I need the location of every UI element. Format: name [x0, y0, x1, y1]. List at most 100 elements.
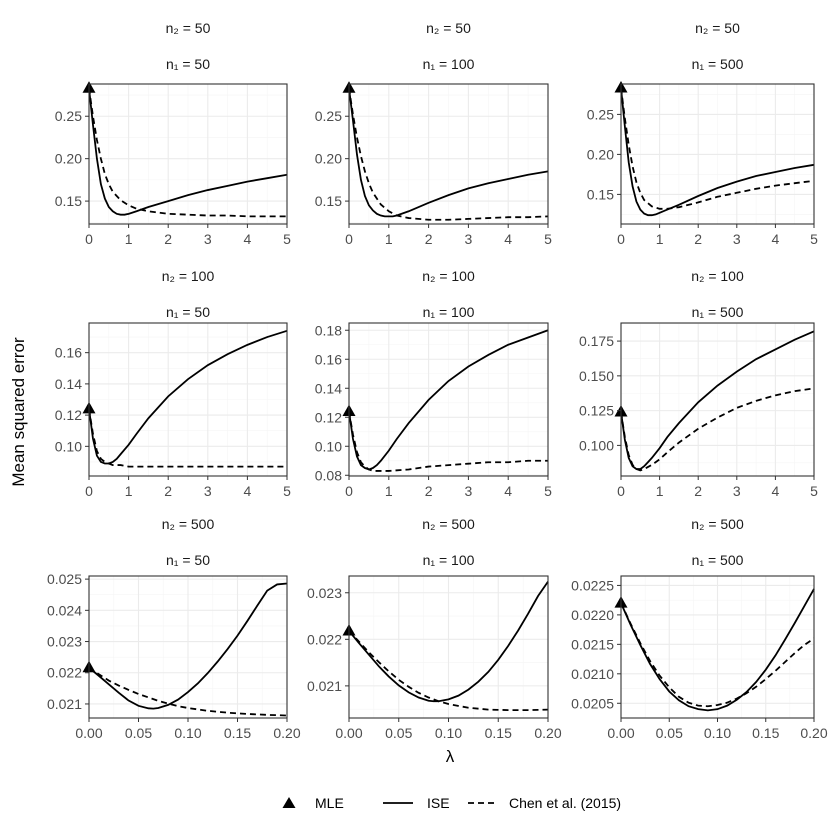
panel-5: n₂ = 100 n₁ = 100 0 1 2 3 4 5 0.08 0.10 0.12 0.14 0.… — [315, 268, 552, 499]
panel-6-x-tick-label: 4 — [772, 483, 780, 499]
panel-6-x-tick-label: 2 — [694, 483, 702, 499]
panel-7-y-tick-label: 0.024 — [47, 602, 82, 618]
panel-1-y-tick-label: 0.15 — [55, 193, 82, 209]
panel-3-strip-bottom: n₁ = 500 — [692, 56, 744, 72]
panel-3-x-tick-label: 5 — [810, 231, 818, 247]
panel-7-x-tick-label: 0.15 — [224, 725, 251, 741]
panel-6-x-tick-label: 5 — [810, 483, 818, 499]
panel-6-y-tick-label: 0.150 — [579, 368, 614, 384]
panel-2-strip-bottom: n₁ = 100 — [423, 56, 475, 72]
panel-9-y-tick-label: 0.0225 — [571, 577, 614, 593]
panel-8: n₂ = 500 n₁ = 100 0.00 0.05 0.10 0.15 0.20 0.02… — [307, 516, 562, 741]
panel-7-strip-bottom: n₁ = 50 — [166, 552, 210, 568]
legend: MLE ISE Chen et al. (2015) — [282, 795, 621, 811]
panel-5-x-tick-label: 3 — [465, 483, 473, 499]
panel-5-y-tick-label: 0.10 — [315, 438, 342, 454]
legend-mle-marker — [282, 797, 296, 808]
panel-1-strip-bottom: n₁ = 50 — [166, 56, 210, 72]
panel-8-x-tick-label: 0.10 — [435, 725, 462, 741]
panel-6-series-ise — [620, 330, 815, 470]
panel-2-strip-top: n₂ = 50 — [426, 20, 471, 36]
panel-5-x-tick-label: 4 — [504, 483, 512, 499]
panel-3-y-tick-label: 0.15 — [587, 186, 614, 202]
panel-7-strip-top: n₂ = 500 — [162, 516, 215, 532]
panel-1: n₂ = 50 n₁ = 50 0 1 2 3 4 5 0.15 0.20 0.25 — [55, 20, 291, 247]
panel-2-series-ise — [348, 88, 549, 218]
panel-6-x-tick-label: 3 — [733, 483, 741, 499]
panel-4-y-tick-label: 0.14 — [55, 376, 82, 392]
panel-3-x-tick-label: 4 — [772, 231, 780, 247]
panel-6-strip-top: n₂ = 100 — [691, 268, 744, 284]
panel-2-border — [348, 83, 549, 225]
panel-5-series-chen — [348, 411, 548, 472]
panel-1-x-tick-label: 4 — [244, 231, 252, 247]
panel-6-y-tick-label: 0.175 — [579, 333, 614, 349]
panel-8-y-tick-label: 0.021 — [307, 678, 342, 694]
legend-ise-label: ISE — [427, 795, 450, 811]
panel-3-y-tick-label: 0.25 — [587, 106, 614, 122]
panel-6-y-tick-label: 0.125 — [579, 403, 614, 419]
panel-2-y-tick-label: 0.25 — [315, 108, 342, 124]
panel-7-y-tick-label: 0.023 — [47, 634, 82, 650]
panel-4-series-ise — [88, 329, 288, 465]
panel-2-y-tick-label: 0.15 — [315, 193, 342, 209]
panel-1-y-tick-label: 0.25 — [55, 108, 82, 124]
panel-8-x-tick-label: 0.05 — [385, 725, 412, 741]
panel-1-series-ise — [88, 88, 288, 216]
panel-1-border — [88, 83, 288, 225]
panel-1-strip-top: n₂ = 50 — [166, 20, 211, 36]
panel-3-series-chen — [620, 87, 815, 210]
panel-4-x-tick-label: 3 — [204, 483, 212, 499]
panel-2-series-chen — [348, 88, 549, 221]
panel-3-y-tick-label: 0.20 — [587, 146, 614, 162]
panel-9-y-tick-label: 0.0215 — [571, 636, 614, 652]
panel-5-strip-top: n₂ = 100 — [422, 268, 475, 284]
panel-8-x-tick-label: 0.15 — [485, 725, 512, 741]
panel-7-series-chen — [88, 666, 288, 717]
panel-9: n₂ = 500 n₁ = 500 0.00 0.05 0.10 0.15 0.20 0.02… — [571, 516, 828, 741]
panel-2-x-tick-label: 2 — [425, 231, 433, 247]
panel-5-border — [348, 322, 549, 477]
panel-5-y-tick-label: 0.08 — [315, 467, 342, 483]
panel-8-series-ise — [348, 581, 549, 703]
panel-4-y-tick-label: 0.12 — [55, 407, 82, 423]
panel-1-x-tick-label: 0 — [85, 231, 93, 247]
panel-2-x-tick-label: 3 — [465, 231, 473, 247]
panel-8-series-chen — [348, 630, 549, 711]
panel-7-x-tick-label: 0.10 — [174, 725, 201, 741]
panel-6-strip-bottom: n₁ = 500 — [692, 304, 744, 320]
panel-9-x-tick-label: 0.05 — [656, 725, 683, 741]
panel-4-x-tick-label: 4 — [244, 483, 252, 499]
panel-4-border — [88, 322, 288, 477]
panel-4-x-tick-label: 0 — [85, 483, 93, 499]
panel-9-x-tick-label: 0.00 — [607, 725, 634, 741]
panel-8-y-tick-label: 0.023 — [307, 585, 342, 601]
panel-3-x-tick-label: 3 — [733, 231, 741, 247]
y-axis-title: Mean squared error — [9, 337, 28, 487]
panel-4-y-tick-label: 0.16 — [55, 345, 82, 361]
panel-9-y-tick-label: 0.0205 — [571, 695, 614, 711]
panel-5-y-tick-label: 0.12 — [315, 409, 342, 425]
panel-5-x-tick-label: 0 — [345, 483, 353, 499]
legend-mle-label: MLE — [315, 795, 344, 811]
panel-2-x-tick-label: 0 — [345, 231, 353, 247]
panel-2-y-tick-label: 0.20 — [315, 151, 342, 167]
panel-7-y-tick-label: 0.025 — [47, 571, 82, 587]
panel-3-strip-top: n₂ = 50 — [695, 20, 740, 36]
panel-4-strip-top: n₂ = 100 — [162, 268, 215, 284]
panel-4-y-tick-label: 0.10 — [55, 438, 82, 454]
panel-3-x-tick-label: 0 — [617, 231, 625, 247]
panel-5-strip-bottom: n₁ = 100 — [423, 304, 475, 320]
panel-5-y-tick-label: 0.18 — [315, 322, 342, 338]
panel-1-series-chen — [88, 88, 287, 218]
panel-1-x-tick-label: 3 — [204, 231, 212, 247]
panel-5-y-tick-label: 0.16 — [315, 351, 342, 367]
panel-8-x-tick-label: 0.00 — [335, 725, 362, 741]
panel-3-x-tick-label: 1 — [656, 231, 664, 247]
panel-2: n₂ = 50 n₁ = 100 0 1 2 3 4 5 0.15 0.20 0.25 — [315, 20, 552, 247]
panel-9-x-tick-label: 0.10 — [704, 725, 731, 741]
panel-8-x-tick-label: 0.20 — [534, 725, 561, 741]
panel-9-series-ise — [620, 588, 815, 712]
panel-3-x-tick-label: 2 — [694, 231, 702, 247]
